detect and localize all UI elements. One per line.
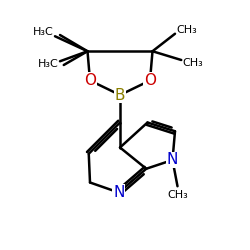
Text: N: N (167, 152, 178, 168)
Text: O: O (84, 73, 96, 88)
Text: B: B (115, 88, 125, 102)
Text: CH₃: CH₃ (167, 190, 188, 200)
Text: H₃C: H₃C (38, 59, 59, 69)
Text: CH₃: CH₃ (182, 58, 203, 68)
Text: O: O (144, 73, 156, 88)
Text: N: N (113, 185, 124, 200)
Text: CH₃: CH₃ (176, 25, 197, 35)
Text: H₃C: H₃C (33, 28, 54, 38)
